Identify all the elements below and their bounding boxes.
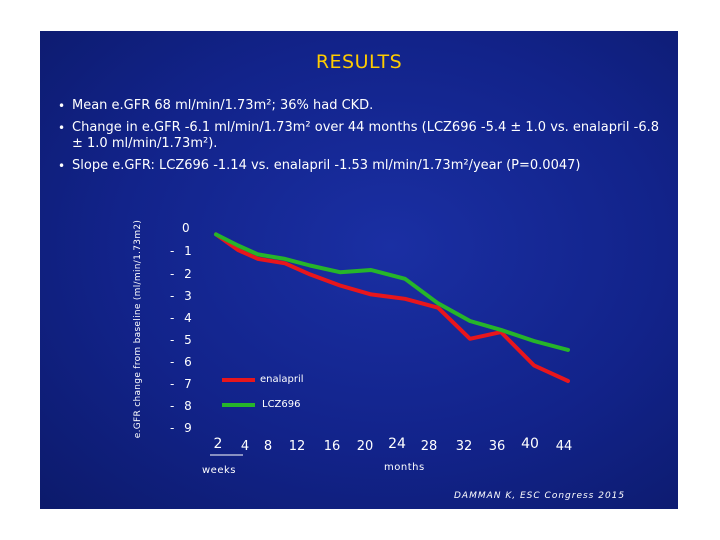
series-layer (214, 232, 570, 383)
y-tick-label: - 8 (170, 399, 195, 413)
y-tick-label: - 6 (170, 355, 195, 369)
y-tick-label: 0 (182, 221, 193, 235)
x-tick-label: 32 (455, 439, 473, 454)
legend-label-lcz696: LCZ696 (262, 399, 301, 410)
series-line-enalapril (214, 232, 570, 383)
line-chart (210, 232, 570, 456)
x-tick-label: 4 (240, 439, 250, 454)
bullet-item: Slope e.GFR: LCZ696 -1.14 vs. enalapril … (58, 158, 668, 174)
y-tick-label: - 5 (170, 333, 195, 347)
bullet-list: Mean e.GFR 68 ml/min/1.73m²; 36% had CKD… (58, 98, 668, 180)
y-tick-label: - 4 (170, 311, 195, 325)
bullet-item: Mean e.GFR 68 ml/min/1.73m²; 36% had CKD… (58, 98, 668, 114)
y-tick-label: - 9 (170, 421, 195, 435)
slide: RESULTS Mean e.GFR 68 ml/min/1.73m²; 36%… (40, 31, 678, 509)
slide-title: RESULTS (315, 51, 403, 73)
x-tick-label: 44 (555, 439, 573, 454)
y-tick-label: - 7 (170, 377, 195, 391)
x-unit-months: months (384, 462, 425, 473)
series-line-lcz696 (214, 232, 570, 352)
x-tick-label: 20 (356, 439, 374, 454)
x-tick-label: 24 (388, 436, 406, 452)
y-tick-label: - 2 (170, 267, 195, 281)
x-tick-label: 16 (323, 439, 341, 454)
citation: DAMMAN K, ESC Congress 2015 (454, 491, 626, 501)
x-tick-label: 8 (263, 439, 273, 454)
x-tick-label: 12 (288, 439, 306, 454)
x-tick-label: 2 (213, 436, 223, 452)
x-tick-label: 36 (488, 439, 506, 454)
legend-label-enalapril: enalapril (260, 374, 304, 385)
y-tick-label: - 3 (170, 289, 195, 303)
x-unit-weeks: weeks (202, 465, 236, 476)
x-tick-label: 28 (420, 439, 438, 454)
x-tick-label: 40 (521, 436, 539, 452)
y-tick-label: - 1 (170, 244, 195, 258)
bullet-item: Change in e.GFR -6.1 ml/min/1.73m² over … (58, 120, 668, 152)
